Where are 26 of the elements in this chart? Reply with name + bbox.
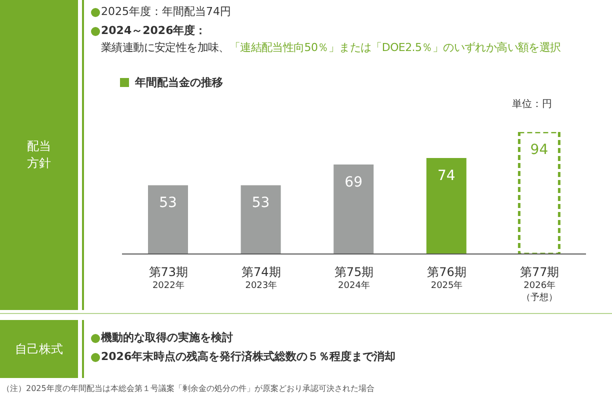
text: 2024～2026年度： <box>101 23 206 38</box>
x-tick-label: 第77期 2026年（予想） <box>520 265 560 303</box>
data-label: 53 <box>159 195 177 212</box>
data-label: 69 <box>344 174 363 190</box>
bar <box>240 185 281 254</box>
bar <box>426 158 466 254</box>
text: 2025年度：年間配当74円 <box>101 4 231 19</box>
text: 機動的な取得の実施を検討 <box>101 330 233 345</box>
text: 「連結配当性向50％」または「DOE2.5％」のいずれか高い額を選択 <box>229 41 561 54</box>
text: 自己株式 <box>15 340 63 358</box>
bar <box>334 164 374 254</box>
text: （注）2025年度の年間配当は本総会第１号議案「剰余金の処分の件」が原案どおり承認可決された場合 <box>2 383 374 394</box>
x-tick-label: 第75期 2024年 <box>334 265 374 291</box>
text: 2026年末時点の残高を発行済株式総数の５％程度まで消却 <box>101 349 396 364</box>
x-tick-label: 第74期 2023年 <box>242 265 281 291</box>
y-axis-title: 単位：円 <box>512 98 552 111</box>
chart-title: 年間配当金の推移 <box>135 75 223 90</box>
text: 業績連動に安定性を加味、 <box>101 41 230 54</box>
data-label: 94 <box>530 142 548 158</box>
x-tick-label: 第73期 2022年 <box>148 265 188 291</box>
bar <box>148 185 188 254</box>
data-label: 53 <box>252 195 270 212</box>
text: 配当方針 <box>26 138 52 172</box>
data-label: 74 <box>437 168 456 184</box>
bar <box>518 132 560 254</box>
x-tick-label: 第76期 2025年 <box>427 265 466 291</box>
